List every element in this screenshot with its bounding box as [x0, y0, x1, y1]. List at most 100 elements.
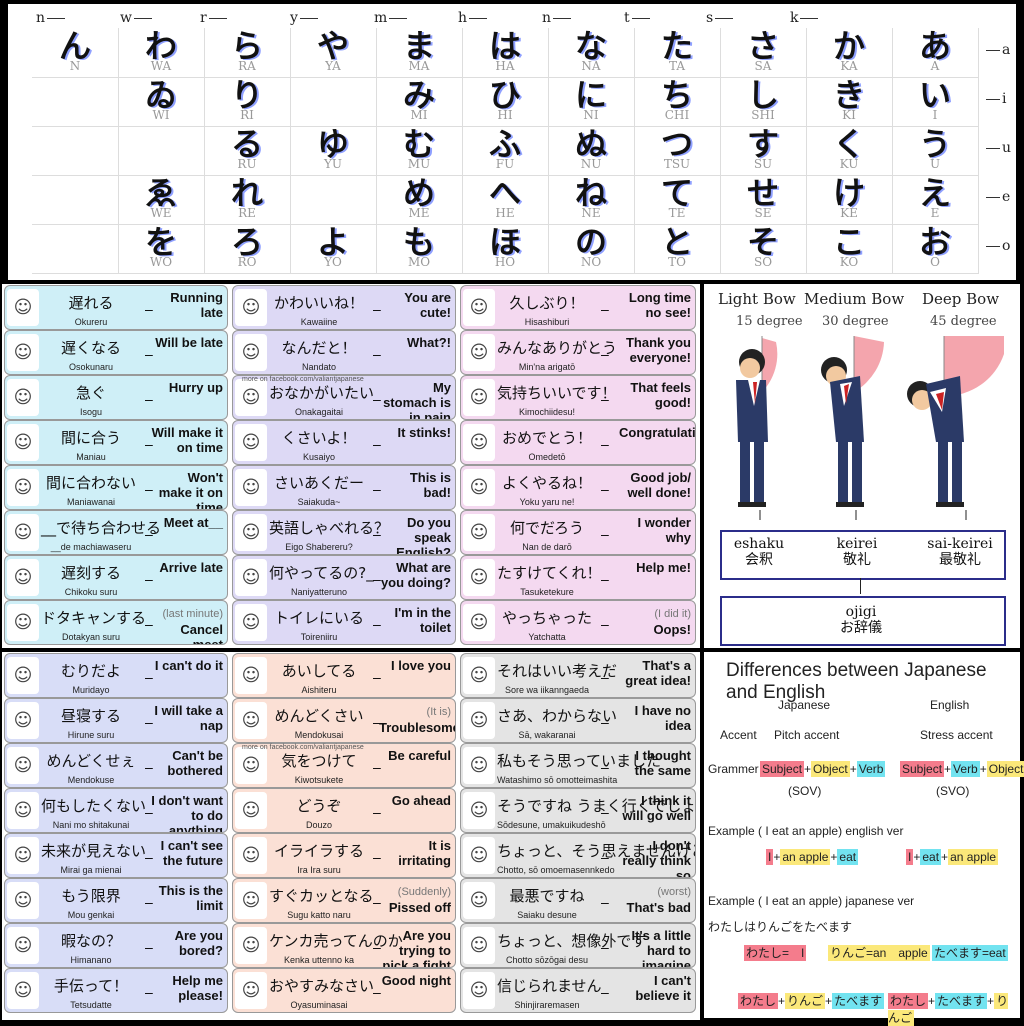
consonant-header-s: s	[706, 10, 733, 26]
kana-char: せ	[746, 175, 779, 212]
phrase-row: ☺ 遅くなる Osokunaru – Will be late	[4, 330, 228, 375]
en-sent-watashi: わたし	[888, 993, 929, 1009]
separator-dash: –	[145, 436, 153, 453]
kana-cell: ほ HO	[462, 224, 549, 274]
phrase-romaji: Isogu	[79, 407, 103, 417]
phrase-row: ☺ 何やってるの?_ Naniyatteruno – What are you doin…	[232, 555, 456, 600]
phrase-japanese: たすけてくれ！	[497, 564, 602, 582]
phrase-english-text: I'm in the toilet	[394, 605, 451, 635]
kana-char: ま	[402, 28, 435, 65]
phrase-japanese: 気持ちいいです！	[497, 384, 617, 402]
phrase-english-note: (It is)	[426, 706, 451, 718]
phrase-romaji: Nani mo shitakunai	[52, 820, 130, 830]
phrase-row: ☺ おめでとう！ Omedetō –Congratulations	[460, 420, 696, 465]
phrase-english-text: Can't be bothered	[167, 748, 223, 778]
phrase-japanese: なんだと！	[281, 339, 357, 357]
separator-dash: –	[373, 436, 381, 453]
sticker-icon: ☺	[235, 837, 267, 874]
kana-romaji: HI	[497, 108, 513, 122]
kana-char: め	[402, 175, 435, 212]
kana-cell: も MO	[376, 224, 463, 274]
kana-romaji: NE	[581, 206, 601, 220]
phrase-romaji: Okureru	[74, 317, 108, 327]
bow-romaji-deep: sai-keirei	[927, 536, 993, 552]
kana-romaji: SO	[753, 255, 773, 269]
separator-dash: –	[145, 571, 153, 588]
kana-romaji: TSU	[663, 157, 691, 171]
kana-char: ゑ	[144, 175, 177, 212]
separator-dash: –	[601, 894, 609, 911]
phrase-japanese: 遅刻する	[60, 564, 121, 582]
kana-cell: む MU	[376, 126, 463, 176]
separator-dash: –	[373, 526, 381, 543]
sticker-icon: ☺	[235, 514, 267, 551]
phrase-english-text: I can't do it	[154, 658, 223, 673]
bow-name-deep: sai-keirei 最敬礼	[920, 536, 1000, 568]
phrase-row: ☺ 英語しゃべれる？ Eigo Shabereru? – Do you speak En…	[232, 510, 456, 555]
phrase-row: ☺ それはいい考えだ Sore wa iikanngaeda – That's a gr…	[460, 653, 696, 698]
sentence-jp-order: わたし + りんご + たべます	[738, 993, 885, 1009]
sticker-icon: ☺	[463, 604, 495, 641]
phrase-japanese: よくやるね！	[501, 474, 592, 492]
phrase-english: Are you bored?	[151, 928, 223, 958]
phrase-english-text: I can't believe it	[635, 973, 691, 1003]
phrase-romaji: Toireniiru	[300, 632, 338, 642]
kana-cell: へ HE	[462, 175, 549, 225]
phrase-row: ☺ ケンカ売ってんのか Kenka uttenno ka – Are you tryin…	[232, 923, 456, 968]
phrase-romaji: Tasuketekure	[520, 587, 574, 597]
ojigi-kanji: お辞儀	[840, 620, 882, 636]
sticker-icon: ☺	[235, 334, 267, 371]
phrase-english: I can't do it	[151, 658, 223, 673]
en-object: Object	[986, 761, 1024, 777]
phrase-column: ☺ かわいいね！ Kawaiine – You are cute! ☺ なんだと！ Nanda…	[230, 284, 458, 648]
phrase-english-text: What?!	[406, 335, 451, 350]
kana-romaji: E	[930, 206, 940, 220]
kana-romaji: NI	[583, 108, 599, 122]
phrase-english-text: I think it will go well	[622, 793, 691, 823]
kana-romaji: U	[929, 157, 941, 171]
kana-char: ひ	[488, 77, 521, 114]
kana-cell: ふ FU	[462, 126, 549, 176]
sticker-icon: ☺	[463, 379, 495, 416]
sticker-icon: ☺	[7, 747, 39, 784]
kana-cell	[32, 126, 119, 176]
kana-char: ほ	[488, 224, 521, 261]
phrase-japanese: 何でだろう	[509, 519, 585, 537]
ex1-jp-eat: eat	[837, 849, 859, 865]
phrase-romaji: __de machiawaseru	[50, 542, 132, 552]
sov-label: (SOV)	[788, 784, 822, 798]
sticker-icon: ☺	[463, 837, 495, 874]
phrase-romaji: Kawaiine	[300, 317, 338, 327]
phrase-english-text: This is the limit	[158, 883, 223, 913]
sticker-icon: ☺	[7, 514, 39, 551]
phrase-romaji: Kusaiyo	[302, 452, 336, 462]
phrase-row: ☺ やっちゃった Yatchatta – (I did it) Oops!	[460, 600, 696, 645]
phrase-japanese: __で待ち合わせる	[41, 519, 162, 537]
differences-panel: Differences between Japanese and English…	[704, 652, 1024, 1026]
kana-cell: し SHI	[720, 77, 807, 127]
phrase-japanese: みんなありがとう	[497, 339, 618, 357]
phrase-row: ☺ おやすみなさい Oyasuminasai – Good night	[232, 968, 456, 1013]
kana-romaji: I	[932, 108, 938, 122]
phrase-row: ☺ 遅れる Okureru – Running late	[4, 285, 228, 330]
phrase-row: ☺ さあ、わからない Sā, wakaranai – I have no idea	[460, 698, 696, 743]
phrase-japanese: かわいいね！	[273, 294, 364, 312]
arrow-to-ojigi	[860, 578, 861, 594]
phrase-english: Do you speak English?	[379, 515, 451, 554]
kana-cell	[290, 77, 377, 127]
phrase-row: ☺ 間に合わない Maniawanai – Won't make it on time	[4, 465, 228, 510]
kana-char: ち	[660, 77, 693, 114]
phrase-row: ☺ あいしてる Aishiteru – I love you	[232, 653, 456, 698]
phrase-english: Good job/ well done!	[619, 470, 691, 500]
phrase-row: ☺ めんどくせぇ Mendokuse – Can't be bothered	[4, 743, 228, 788]
kana-cell: そ SO	[720, 224, 807, 274]
phrase-english: (I did it) Oops!	[619, 605, 691, 637]
kana-char: え	[918, 175, 951, 212]
sticker-icon: ☺	[235, 792, 267, 829]
example2-sentence: わたしはりんごをたべます	[708, 920, 853, 934]
kana-cell	[118, 126, 205, 176]
phrase-row: ☺ くさいよ！ Kusaiyo – It stinks!	[232, 420, 456, 465]
phrase-japanese: 間に合わない	[45, 474, 136, 492]
phrase-romaji: Eigo Shabereru?	[285, 542, 353, 552]
separator-dash: –	[145, 894, 153, 911]
